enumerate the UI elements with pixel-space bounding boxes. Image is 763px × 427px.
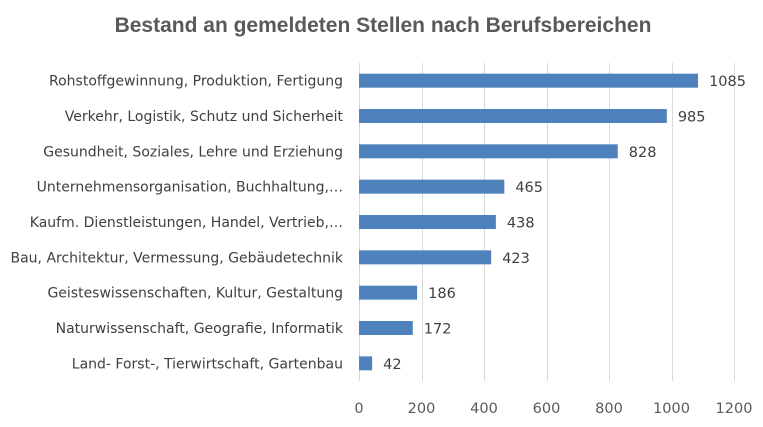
category-label: Bau, Architektur, Vermessung, Gebäudetec…: [11, 250, 344, 266]
x-tick-label: 1000: [653, 401, 690, 417]
data-label: 1085: [709, 74, 746, 90]
category-label: Unternehmensorganisation, Buchhaltung,…: [37, 180, 343, 196]
x-tick-label: 1200: [716, 401, 753, 417]
bar: [359, 321, 413, 335]
bar: [359, 179, 505, 194]
bar: [359, 250, 492, 265]
category-label: Rohstoffgewinnung, Produktion, Fertigung: [49, 74, 343, 90]
data-labels: 1085 985 828 465 438 423 186 172 42: [383, 74, 746, 373]
category-label: Gesundheit, Soziales, Lehre und Erziehun…: [43, 144, 343, 160]
bar: [359, 215, 496, 229]
data-label: 438: [507, 216, 535, 232]
data-label: 465: [515, 180, 543, 196]
bar: [359, 285, 418, 300]
x-tick-label: 200: [408, 401, 436, 417]
bar: [359, 73, 699, 88]
data-label: 42: [383, 357, 401, 373]
x-tick-label: 400: [470, 401, 498, 417]
category-label: Naturwissenschaft, Geografie, Informatik: [56, 321, 344, 337]
category-label: Verkehr, Logistik, Schutz und Sicherheit: [65, 109, 344, 125]
category-label: Kaufm. Dienstleistungen, Handel, Vertrie…: [30, 215, 343, 231]
data-label: 186: [428, 286, 456, 302]
chart-title: Bestand an gemeldeten Stellen nach Beruf…: [115, 14, 652, 37]
data-label: 828: [629, 145, 657, 161]
bars: [359, 73, 699, 371]
category-label: Geisteswissenschaften, Kultur, Gestaltun…: [47, 286, 343, 302]
data-label: 423: [502, 251, 530, 267]
x-tick-label: 0: [354, 401, 363, 417]
x-tick-label: 800: [595, 401, 623, 417]
data-label: 985: [678, 110, 706, 126]
bar: [359, 144, 618, 159]
x-tick-label: 600: [533, 401, 561, 417]
data-label: 172: [424, 322, 452, 338]
bar: [359, 356, 373, 371]
category-labels: Rohstoffgewinnung, Produktion, Fertigung…: [11, 74, 344, 373]
x-axis-tick-labels: 0 200 400 600 800 1000 1200: [354, 401, 752, 417]
category-label: Land- Forst-, Tierwirtschaft, Gartenbau: [72, 356, 343, 372]
bar: [359, 109, 667, 123]
